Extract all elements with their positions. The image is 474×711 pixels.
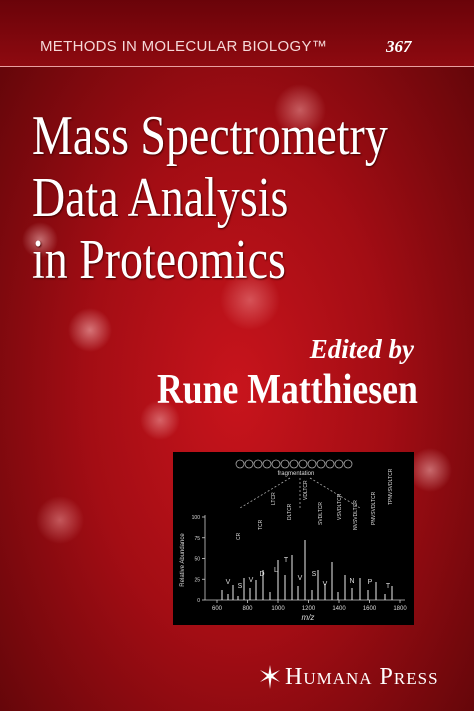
residue-label: V: [298, 575, 303, 582]
volume-number: 367: [386, 37, 412, 56]
peak-label: NVSVDLTCR: [353, 500, 359, 530]
spectrum-peaks: [221, 540, 393, 600]
x-tick-label: 1800: [393, 606, 407, 612]
x-tick-label: 1400: [332, 606, 346, 612]
fragment-arrows: [239, 477, 361, 509]
title-line: Mass Spectrometry: [32, 105, 388, 167]
y-tick-label: 100: [192, 515, 201, 521]
residue-label: V: [249, 577, 254, 584]
sequence-beads: [235, 459, 353, 469]
residue-label: D: [259, 571, 264, 578]
x-tick-label: 1600: [363, 606, 377, 612]
x-axis-label: m/z: [302, 613, 315, 622]
title-line: in Proteomics: [32, 229, 286, 291]
x-tick-label: 600: [212, 606, 223, 612]
figure-background: [173, 452, 414, 625]
figure-caption: fragmentation: [278, 471, 315, 477]
y-axis-label: Relative Abundance: [180, 533, 186, 587]
editor-name: Rune Matthiesen: [157, 367, 418, 413]
title-line: Data Analysis: [32, 167, 289, 229]
y-tick-label: 75: [194, 536, 200, 542]
peak-label: VSVDLTCR: [337, 493, 343, 520]
residue-label: S: [238, 583, 243, 590]
residue-label: S: [312, 571, 317, 578]
y-tick-label: 50: [194, 557, 200, 563]
residue-label: T: [386, 583, 391, 590]
peak-label: LTCR: [271, 492, 277, 505]
peak-label: TPNVSVDLTCR: [388, 468, 394, 505]
residue-label: N: [349, 578, 354, 585]
peak-label: VDLTCR: [303, 480, 309, 500]
peak-label: SVDLTCR: [318, 502, 324, 525]
peak-label: DLTCR: [287, 503, 293, 520]
peak-label: TCR: [258, 519, 264, 530]
peak-label: PNVSVDLTCR: [371, 491, 377, 525]
x-tick-label: 1000: [271, 606, 285, 612]
residue-label: T: [284, 557, 289, 564]
series-name: METHODS IN MOLECULAR BIOLOGY™: [40, 38, 328, 55]
publisher-logo: [260, 665, 280, 689]
residue-label: V: [323, 581, 328, 588]
y-tick-label: 25: [194, 577, 200, 583]
editor-label: Edited by: [309, 334, 414, 364]
residue-label: P: [368, 579, 373, 586]
publisher-name: Humana Press: [285, 664, 439, 690]
y-tick-label: 0: [197, 598, 200, 604]
peak-label: CR: [236, 532, 242, 540]
residue-label: V: [226, 579, 231, 586]
residue-label: L: [274, 567, 278, 574]
x-tick-label: 800: [242, 606, 253, 612]
series-band: [0, 0, 474, 67]
x-tick-label: 1200: [302, 606, 316, 612]
